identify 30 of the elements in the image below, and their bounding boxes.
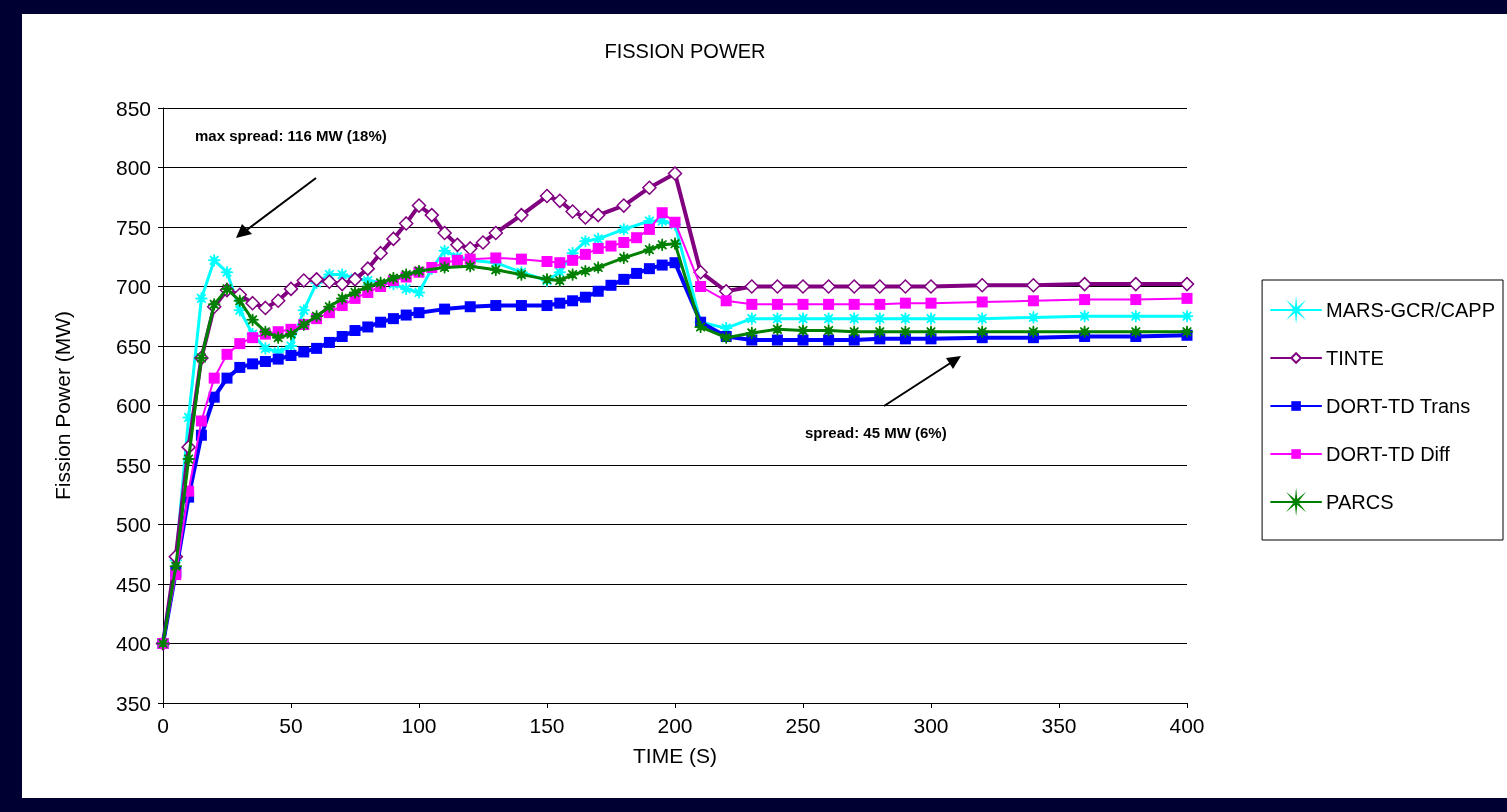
y-tick-label: 350 — [115, 691, 151, 715]
y-axis-title: Fission Power (MW) — [51, 310, 74, 501]
y-tick-label: 700 — [115, 275, 151, 298]
x-tick-label: 350 — [1041, 714, 1077, 737]
x-tick-label: 150 — [529, 714, 565, 737]
y-tick-label: 800 — [115, 156, 151, 179]
y-tick-label: 400 — [115, 632, 151, 655]
legend-label: MARS-GCR/CAPP — [1326, 299, 1495, 321]
x-tick-label: 100 — [401, 714, 437, 737]
x-tick-label: 0 — [157, 714, 169, 737]
y-tick-label: 600 — [115, 394, 151, 417]
legend-label: PARCS — [1326, 491, 1394, 513]
chart-title: FISSION POWER — [604, 40, 766, 62]
y-tick-label: 550 — [115, 453, 151, 477]
x-tick-label: 200 — [657, 714, 693, 737]
annotation: max spread: 116 MW (18%) — [195, 127, 387, 144]
y-tick-label: 650 — [115, 334, 151, 358]
x-tick-label: 50 — [279, 714, 303, 737]
x-tick-label: 400 — [1169, 714, 1205, 737]
x-axis-title: TIME (S) — [633, 744, 717, 767]
y-tick-label: 450 — [115, 572, 151, 596]
legend-label: TINTE — [1326, 347, 1384, 369]
y-tick-label: 500 — [115, 513, 151, 536]
legend-label: DORT-TD Trans — [1326, 395, 1471, 417]
y-tick-label: 750 — [115, 215, 151, 239]
x-tick-label: 250 — [785, 714, 821, 737]
legend-label: DORT-TD Diff — [1326, 443, 1451, 465]
y-tick-label: 850 — [115, 96, 151, 120]
annotation: spread: 45 MW (6%) — [805, 424, 947, 441]
x-tick-label: 300 — [913, 714, 949, 737]
